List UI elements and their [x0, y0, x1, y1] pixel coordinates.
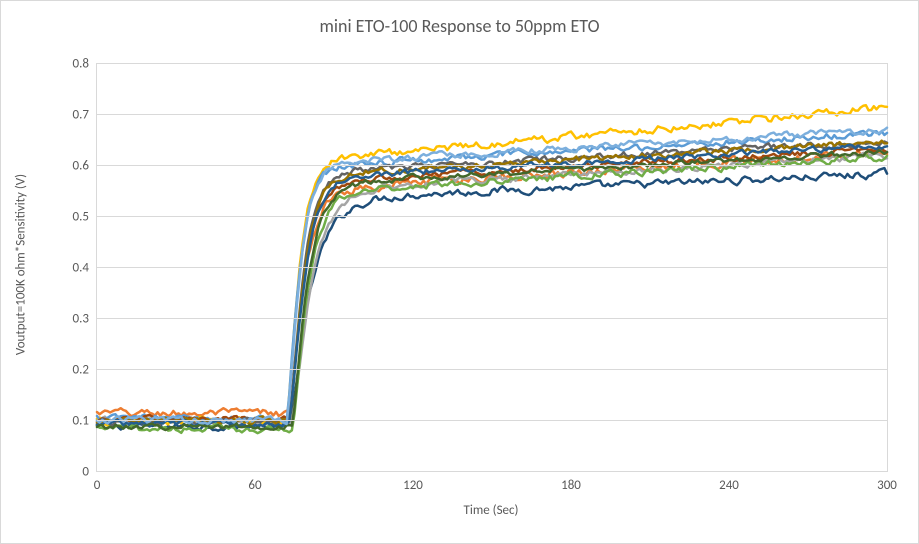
y-tick-label: 0.1: [73, 414, 89, 429]
chart-title: mini ETO-100 Response to 50ppm ETO: [1, 15, 918, 37]
gridline-h: [97, 63, 887, 64]
plot-area: 00.10.20.30.40.50.60.70.8060120180240300: [96, 63, 888, 472]
y-tick-label: 0.4: [73, 261, 89, 276]
gridline-h: [97, 114, 887, 115]
gridline-h: [97, 165, 887, 166]
y-tick-label: 0.8: [73, 57, 89, 72]
gridline-h: [97, 318, 887, 319]
y-tick-label: 0: [82, 465, 89, 480]
y-tick-label: 0.3: [73, 312, 89, 327]
x-tick-label: 300: [877, 478, 897, 493]
x-tick-label: 180: [561, 478, 581, 493]
series-line: [97, 154, 887, 433]
chart-container: mini ETO-100 Response to 50ppm ETO 00.10…: [0, 0, 919, 544]
gridline-h: [97, 267, 887, 268]
chart-lines: [97, 64, 887, 472]
y-tick-label: 0.6: [73, 159, 89, 174]
gridline-h: [97, 471, 887, 472]
gridline-h: [97, 369, 887, 370]
x-tick-label: 0: [94, 478, 101, 493]
x-axis-label: Time (Sec): [96, 503, 886, 518]
gridline-h: [97, 216, 887, 217]
x-tick-label: 120: [403, 478, 423, 493]
x-tick-label: 240: [719, 478, 739, 493]
y-tick-label: 0.2: [73, 363, 89, 378]
gridline-h: [97, 420, 887, 421]
y-tick-label: 0.5: [73, 210, 89, 225]
series-line: [97, 153, 887, 426]
series-line: [97, 141, 887, 425]
x-tick-label: 60: [248, 478, 261, 493]
series-line: [97, 141, 887, 424]
series-line: [97, 168, 887, 431]
y-axis-label: Voutput=100K ohm*Sensitivity (V): [14, 65, 29, 465]
series-line: [97, 145, 887, 427]
y-tick-label: 0.7: [73, 108, 89, 123]
